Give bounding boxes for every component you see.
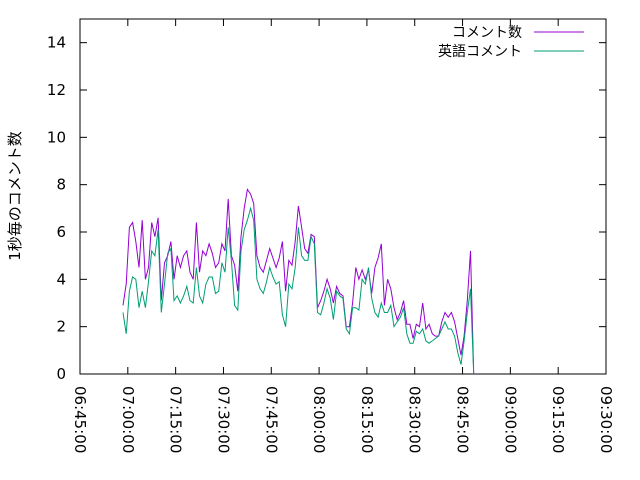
x-tick-label: 07:45:00 [262,386,280,453]
x-tick-label: 08:45:00 [454,386,472,453]
x-tick-label: 06:45:00 [71,386,89,453]
plot-area-frame [79,18,607,375]
x-tick-label: 07:15:00 [167,386,185,453]
legend-label-comments: コメント数 [452,25,522,41]
x-tick-label: 08:15:00 [358,386,376,453]
y-tick-label: 10 [47,128,66,146]
x-axis: 06:45:00 07:00:00 07:15:00 07:30:00 07:45:00… [71,19,615,453]
legend: コメント数 英語コメント [438,25,584,60]
x-tick-label: 07:00:00 [119,386,137,453]
y-axis: 0 2 4 6 8 10 12 14 [47,34,606,383]
legend-label-english-comments: 英語コメント [438,43,522,60]
y-tick-label: 12 [47,81,66,99]
x-tick-label: 09:15:00 [549,386,567,453]
y-tick-label: 2 [56,318,66,336]
y-tick-label: 0 [56,365,66,383]
x-tick-label: 09:30:00 [597,386,615,453]
x-tick-label: 08:00:00 [310,386,328,453]
x-tick-label: 07:30:00 [214,386,232,453]
series-lines [122,188,475,375]
series-line-1 [122,206,475,375]
y-tick-label: 4 [56,270,66,288]
y-axis-label: 1秒毎のコメント数 [6,131,24,261]
x-tick-label: 08:30:00 [406,386,424,453]
series-line-0 [122,188,475,375]
y-tick-label: 6 [56,223,66,241]
y-tick-label: 8 [56,176,66,194]
y-tick-label: 14 [47,34,66,52]
x-tick-label: 09:00:00 [501,386,519,453]
